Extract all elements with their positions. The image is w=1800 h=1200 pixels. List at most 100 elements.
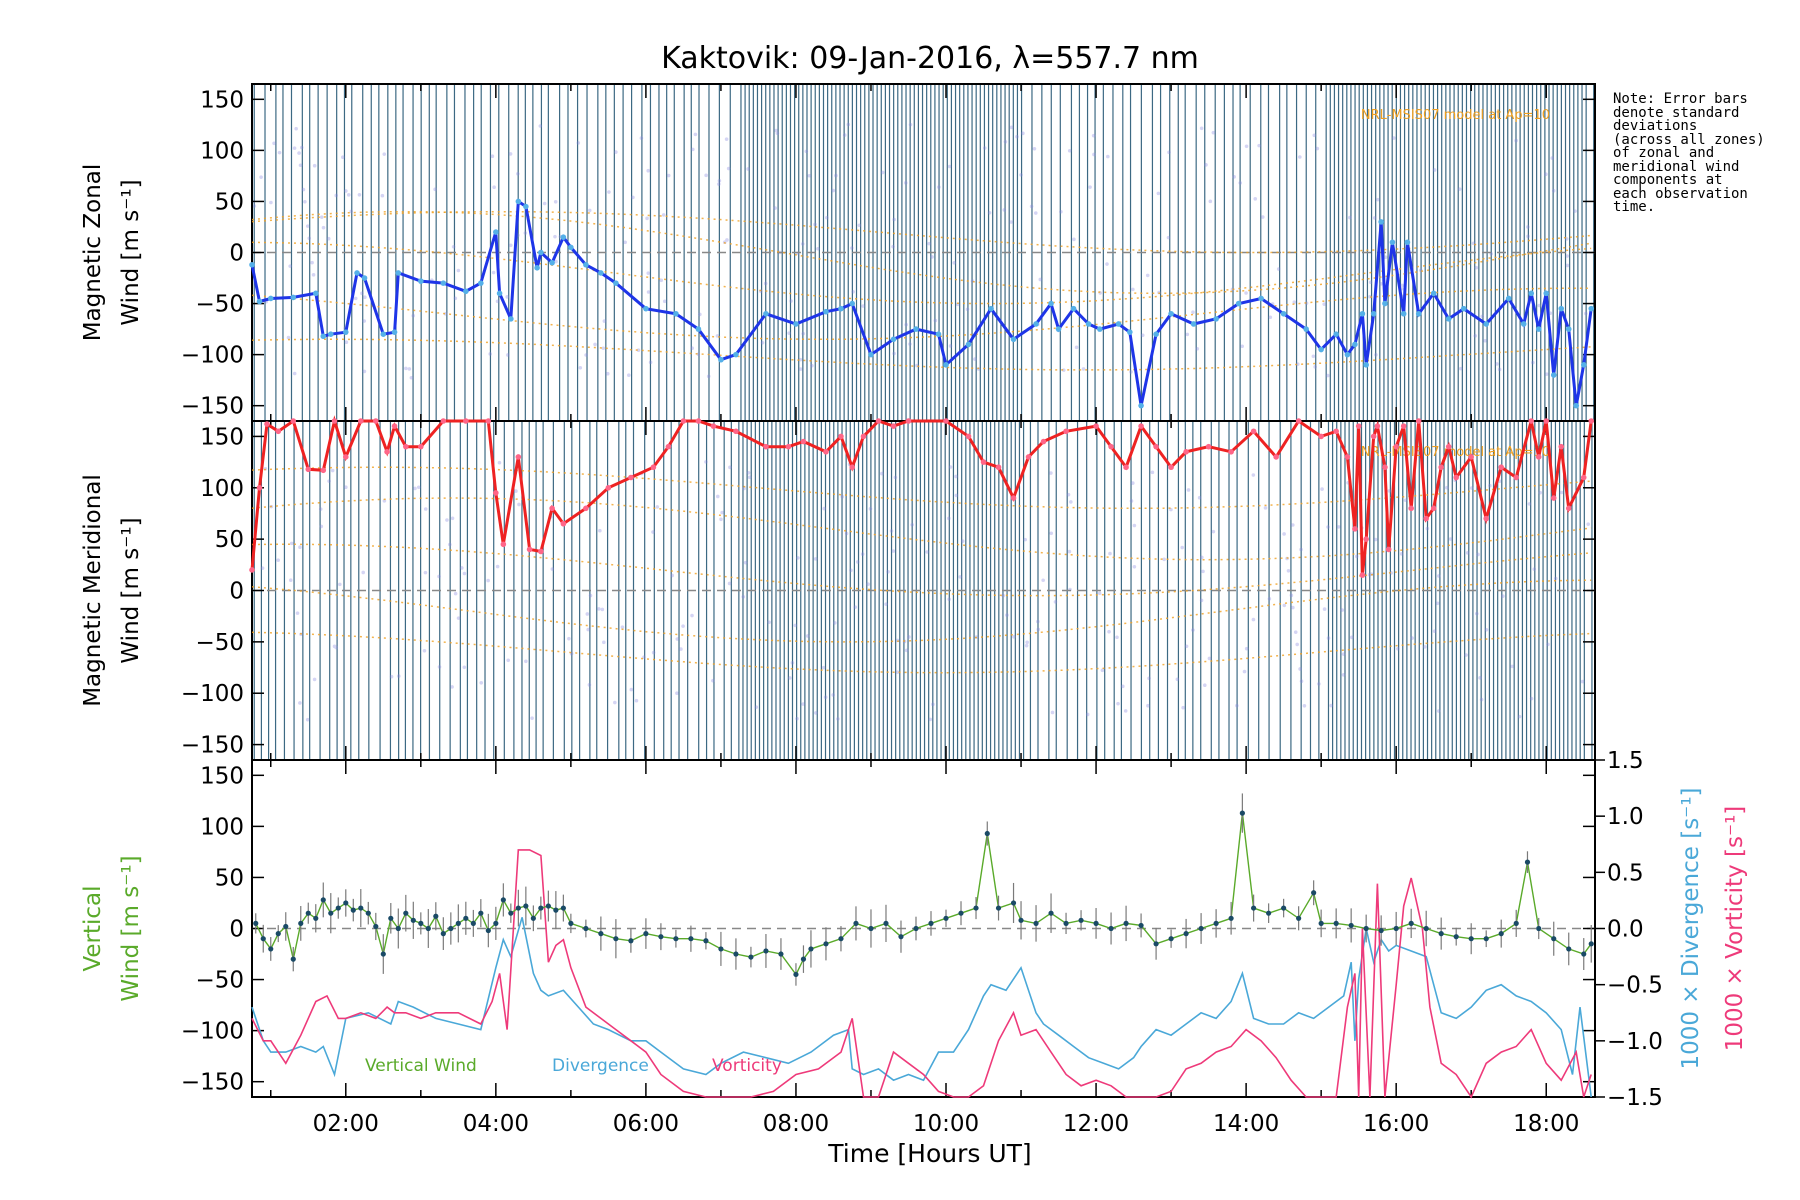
zonal-wind-point (1153, 331, 1159, 337)
meridional-wind-point (1382, 464, 1388, 471)
background-point (1204, 163, 1208, 167)
background-point (1032, 146, 1037, 151)
background-point (312, 677, 317, 682)
background-point (831, 188, 836, 193)
zonal-wind-point (1033, 321, 1039, 327)
background-point (1399, 552, 1404, 556)
background-point (286, 335, 291, 340)
vertical-wind-point (470, 920, 476, 926)
background-point (1191, 628, 1195, 632)
background-point (597, 607, 601, 611)
meridional-wind-point (1318, 433, 1324, 440)
background-point (1003, 139, 1008, 144)
background-point (1313, 365, 1317, 369)
background-point (850, 246, 854, 250)
background-point (704, 173, 708, 178)
vertical-wind-point (1281, 905, 1287, 911)
zonal-wind-point (493, 229, 499, 235)
meridional-wind-point (1565, 505, 1572, 512)
model-curve (251, 579, 1592, 643)
background-point (1201, 569, 1205, 574)
zonal-wind-point (695, 326, 702, 332)
vertical-wind-point (1033, 920, 1039, 926)
vertical-wind-point (560, 905, 566, 911)
y-axis-label: Wind [m s⁻¹] (118, 517, 144, 663)
background-point (288, 264, 292, 268)
vertical-wind-point (1524, 859, 1531, 865)
background-point (578, 365, 583, 370)
vertical-wind-point (380, 951, 386, 957)
background-point (840, 494, 845, 499)
zonal-wind-point (1382, 300, 1388, 307)
vertical-wind-point (433, 913, 439, 919)
zonal-wind-point (1520, 321, 1527, 327)
vertical-wind-point (335, 905, 341, 911)
zonal-wind-point (267, 295, 274, 302)
background-point (646, 290, 651, 294)
note-line: of zonal and (1613, 145, 1715, 161)
meridional-wind-point (1205, 443, 1212, 450)
background-point (973, 357, 977, 361)
model-curve (251, 210, 1592, 295)
background-point (1129, 370, 1133, 374)
meridional-wind-point (549, 505, 555, 512)
background-point (301, 187, 306, 192)
background-point (690, 613, 694, 618)
background-point (1474, 265, 1479, 270)
background-point (719, 517, 723, 522)
background-point (810, 363, 814, 368)
meridional-wind-point (1445, 443, 1452, 450)
zonal-wind-point (1430, 290, 1437, 297)
meridional-wind-point (403, 443, 409, 450)
background-point (1551, 188, 1556, 193)
background-point (1565, 263, 1570, 268)
background-point (825, 215, 829, 220)
background-point (1474, 611, 1479, 616)
zonal-wind-point (361, 275, 368, 281)
background-point (1211, 130, 1216, 135)
background-point (334, 193, 338, 198)
background-point (1497, 367, 1502, 372)
background-point (1263, 506, 1268, 510)
background-point (1311, 354, 1316, 359)
background-point (311, 273, 316, 277)
background-point (1501, 594, 1505, 598)
meridional-wind-point (1228, 449, 1234, 455)
zonal-wind-point (890, 336, 897, 343)
meridional-wind-point (1423, 515, 1429, 522)
background-point (445, 518, 449, 522)
vertical-wind-point (373, 923, 379, 930)
zonal-wind-point (568, 244, 574, 251)
background-point (742, 486, 746, 491)
background-point (904, 181, 908, 185)
background-point (1023, 537, 1028, 542)
vertical-wind-point (328, 910, 334, 916)
background-point (1129, 499, 1134, 503)
right-y-tick-label: 1.5 (1607, 748, 1644, 774)
zonal-wind-point (1213, 316, 1219, 322)
meridional-wind-point (1588, 418, 1595, 424)
meridional-wind-point (733, 428, 739, 435)
background-point (492, 185, 496, 190)
vertical-wind-point (1423, 925, 1429, 932)
background-point (1238, 181, 1243, 185)
background-point (1372, 216, 1377, 220)
background-point (319, 215, 324, 219)
meridional-wind-point (1370, 433, 1377, 440)
vertical-wind-point (823, 941, 829, 947)
background-point (409, 375, 414, 380)
background-point (303, 199, 307, 204)
background-point (717, 182, 721, 186)
zonal-wind-point (515, 198, 522, 205)
background-point (508, 152, 513, 156)
x-tick-label: 04:00 (463, 1111, 529, 1137)
zonal-wind-point (943, 362, 949, 368)
meridional-wind-point (1359, 572, 1366, 578)
meridional-wind-point (710, 423, 717, 429)
background-point (880, 170, 885, 175)
background-point (720, 510, 724, 515)
vertical-wind-point (1333, 920, 1339, 926)
right-axis-label-divergence: 1000 × Divergence [s⁻¹] (1678, 787, 1704, 1069)
background-point (593, 342, 597, 347)
vertical-wind-point (658, 934, 664, 940)
